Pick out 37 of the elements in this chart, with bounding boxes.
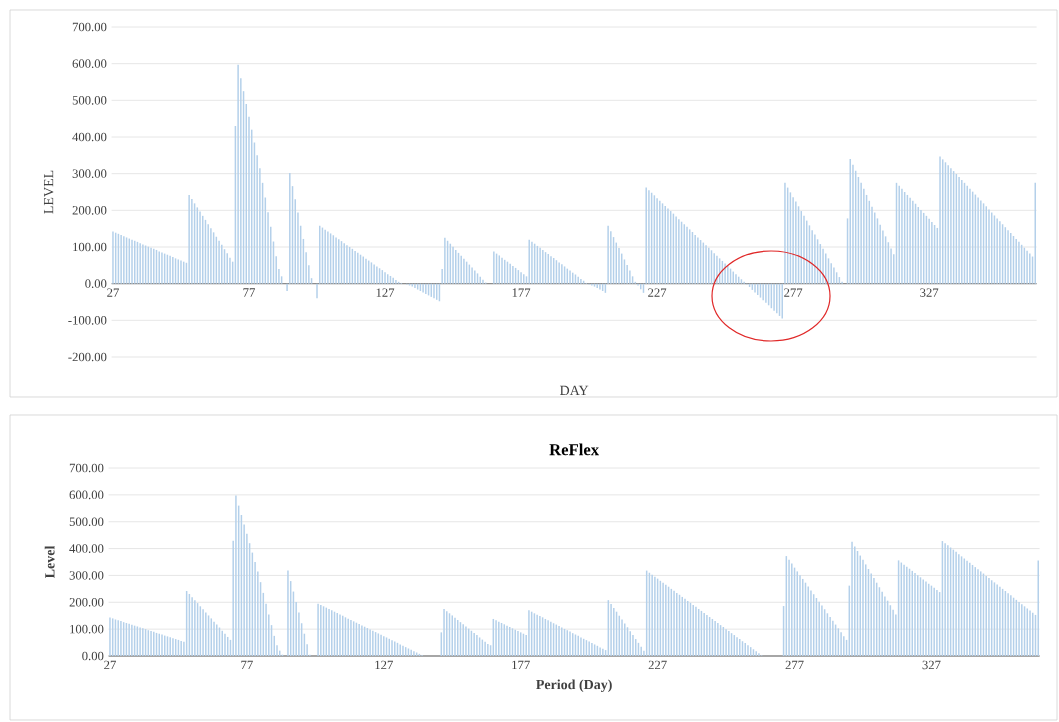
y-tick-label: 200.00 [69, 597, 104, 607]
y-axis-title: Level [44, 545, 55, 579]
x-tick-label: 27 [107, 288, 119, 297]
x-tick-label: 327 [922, 660, 941, 670]
y-tick-label: 600.00 [72, 59, 107, 68]
y-tick-label: 100.00 [70, 624, 104, 634]
y-tick-label: 300.00 [69, 571, 104, 580]
x-tick-label: 77 [241, 660, 253, 669]
x-tick-label: 27 [104, 660, 116, 670]
y-tick-label: 600.00 [69, 490, 104, 500]
chart-title: ReFlex [549, 443, 600, 456]
y-tick-label: 0.00 [85, 279, 107, 288]
x-tick-label: 127 [376, 288, 395, 297]
x-tick-label: 327 [920, 288, 939, 297]
y-tick-label: 500.00 [69, 517, 104, 527]
y-axis-title: LEVEL [43, 170, 54, 214]
y-tick-label: 100.00 [73, 242, 107, 252]
y-tick-label: 200.00 [72, 206, 107, 215]
x-tick-label: 227 [648, 288, 667, 297]
x-tick-label: 277 [785, 660, 804, 670]
x-tick-label: 77 [243, 288, 255, 297]
y-tick-label: 700.00 [72, 22, 107, 32]
y-tick-label: 700.00 [69, 463, 104, 473]
y-tick-label: 500.00 [72, 96, 107, 105]
x-tick-label: 177 [512, 288, 531, 297]
x-tick-label: 177 [512, 660, 530, 670]
y-tick-label: 400.00 [72, 132, 107, 142]
y-tick-label: 0.00 [82, 651, 104, 661]
x-tick-label: 277 [784, 288, 803, 297]
x-axis-title: Period (Day) [536, 679, 612, 693]
y-tick-label: -200.00 [68, 352, 107, 362]
x-tick-label: 127 [375, 660, 393, 670]
y-tick-label: 400.00 [69, 544, 104, 553]
y-tick-label: 300.00 [72, 169, 107, 178]
x-axis-title: DAY [559, 385, 589, 395]
y-tick-label: -100.00 [68, 316, 107, 325]
x-tick-label: 227 [648, 660, 667, 670]
